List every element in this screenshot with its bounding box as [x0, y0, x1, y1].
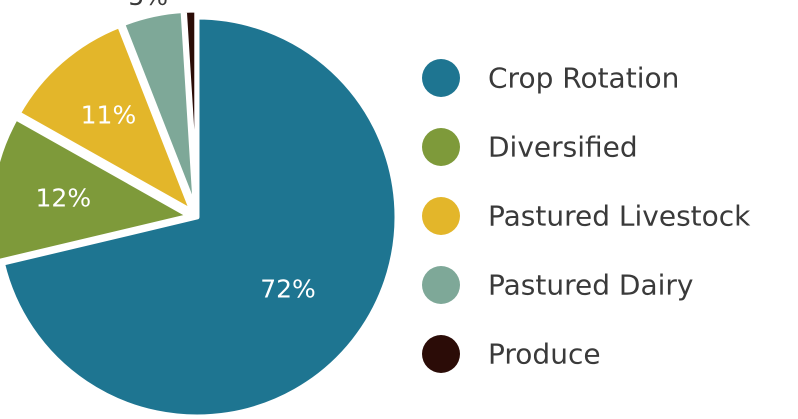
- pie-slice-diversified: [0, 115, 193, 264]
- legend-item-diversified: Diversified: [422, 128, 638, 166]
- pie-value-labels: 72% 12% 11% 5%1%: [36, 0, 316, 303]
- pie-slice-pastured-livestock: [15, 22, 195, 215]
- legend-label-pastured-dairy: Pastured Dairy: [488, 269, 693, 302]
- value-label-pastured-dairy: 5%: [128, 0, 168, 11]
- legend-item-crop-rotation: Crop Rotation: [422, 59, 679, 97]
- legend-label-produce: Produce: [488, 338, 601, 371]
- pie-slice-crop-rotation: [0, 14, 400, 419]
- pie-slices: [0, 7, 400, 419]
- legend-swatch-crop-rotation: [422, 59, 460, 97]
- legend-swatch-pastured-dairy: [422, 266, 460, 304]
- legend-swatch-pastured-livestock: [422, 197, 460, 235]
- legend-item-pastured-dairy: Pastured Dairy: [422, 266, 693, 304]
- legend-item-pastured-livestock: Pastured Livestock: [422, 197, 751, 235]
- value-label-crop-rotation: 72%: [260, 274, 316, 303]
- legend-swatch-diversified: [422, 128, 460, 166]
- legend-swatch-produce: [422, 335, 460, 373]
- legend-label-pastured-livestock: Pastured Livestock: [488, 200, 751, 233]
- legend-item-produce: Produce: [422, 335, 601, 373]
- legend-label-diversified: Diversified: [488, 131, 638, 164]
- legend-label-crop-rotation: Crop Rotation: [488, 62, 679, 95]
- legend: Crop Rotation Diversified Pastured Livesto…: [422, 59, 751, 373]
- value-label-produce: 1%: [170, 0, 210, 6]
- value-label-diversified: 12%: [36, 184, 92, 213]
- pie-slice-produce: [181, 7, 200, 213]
- value-label-pastured-livestock: 11%: [81, 101, 137, 130]
